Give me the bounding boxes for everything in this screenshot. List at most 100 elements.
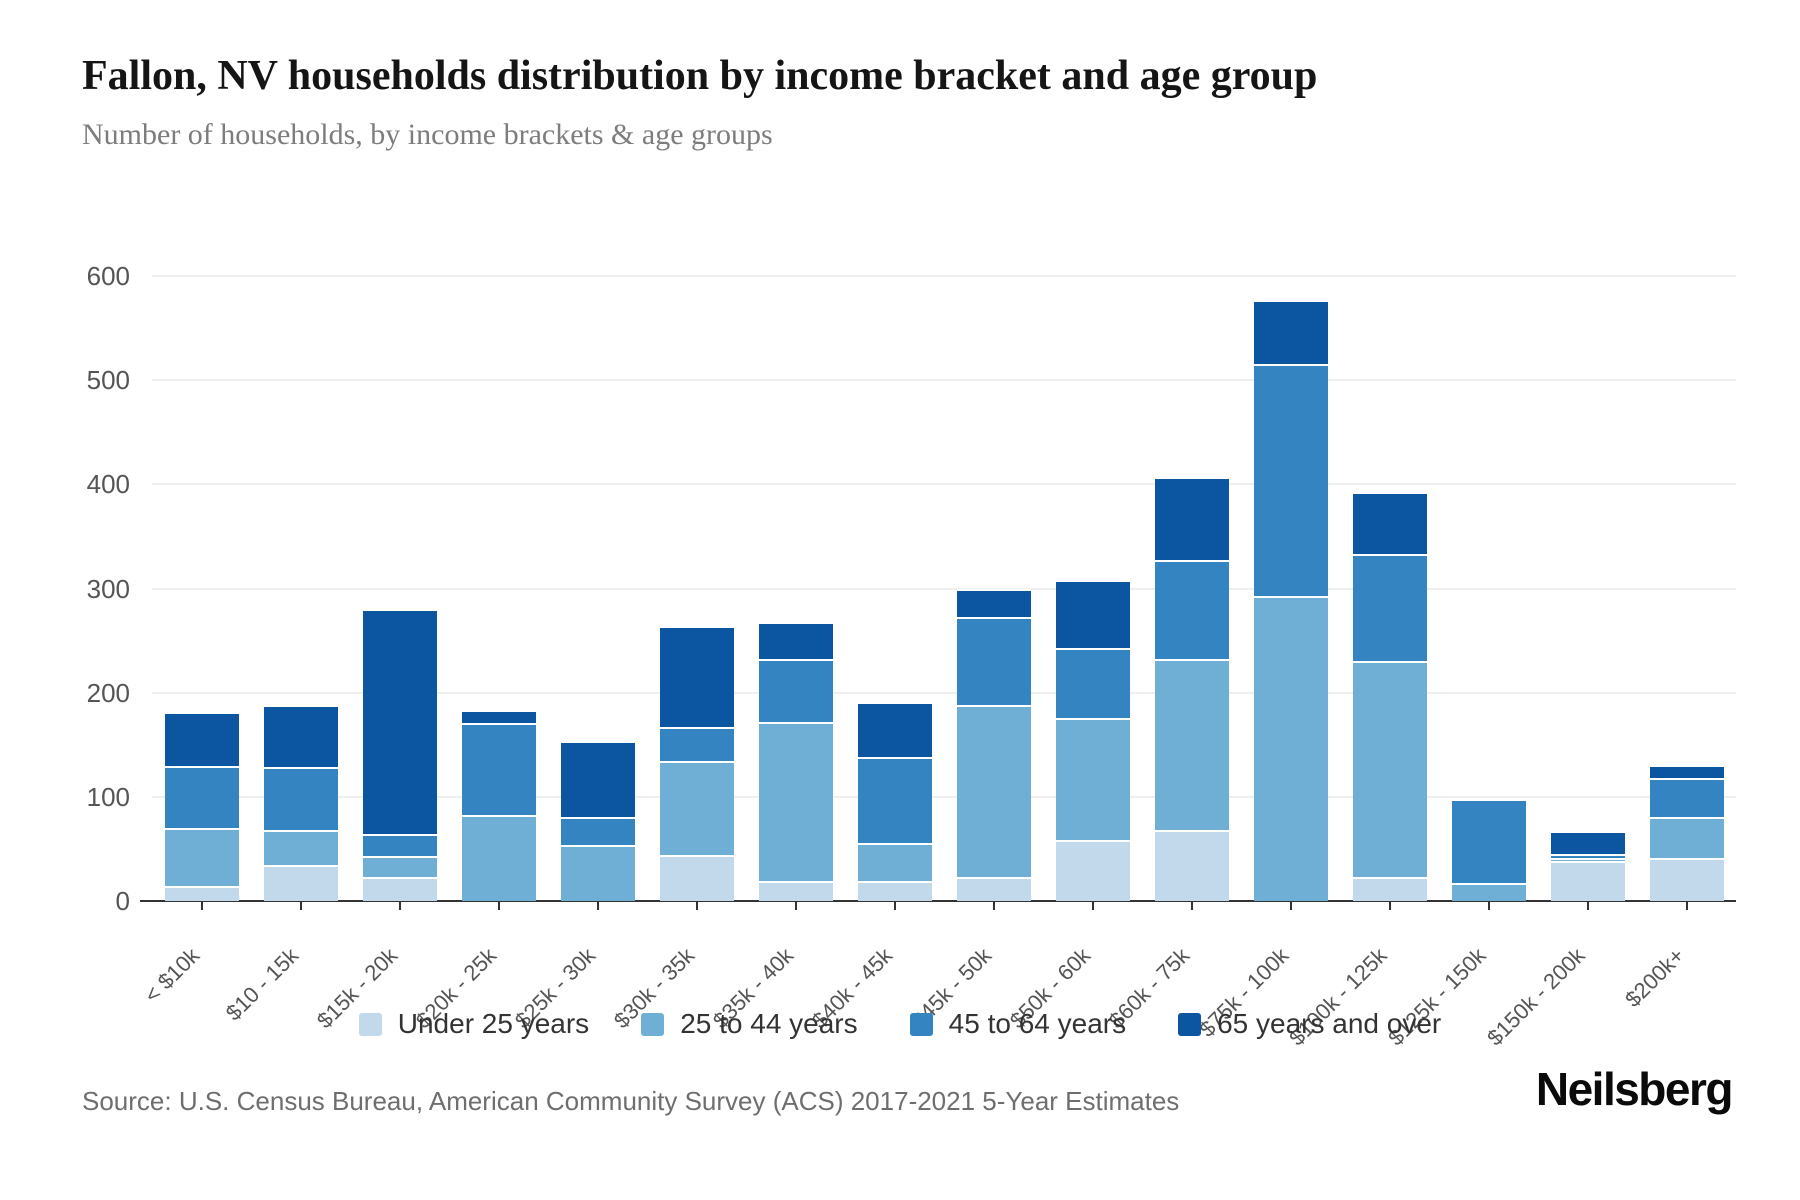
x-tick-mark (398, 902, 401, 910)
segment-25-to-44-years[interactable] (1550, 858, 1625, 862)
segment-25-to-44-years[interactable] (758, 721, 833, 882)
page-subtitle: Number of households, by income brackets… (82, 118, 773, 151)
segment-65-years-and-over[interactable] (461, 710, 536, 723)
segment-25-to-44-years[interactable] (560, 844, 635, 901)
segment-under-25-years[interactable] (362, 877, 437, 901)
brand-logo: Neilsberg (1535, 1063, 1734, 1115)
legend-item-45-to-64-years[interactable]: 45 to 64 years (909, 1008, 1126, 1040)
segment-25-to-44-years[interactable] (1154, 659, 1229, 831)
segment-under-25-years[interactable] (263, 864, 338, 901)
x-axis-label-< $10k: < $10k (139, 942, 204, 1008)
segment-25-to-44-years[interactable] (1451, 883, 1526, 901)
y-tick-label-300: 300 (86, 573, 130, 604)
x-tick-mark (299, 902, 302, 910)
segment-25-to-44-years[interactable] (362, 856, 437, 878)
bar-$35k - 40k[interactable] (758, 276, 833, 901)
segment-45-to-64-years[interactable] (560, 816, 635, 845)
segment-25-to-44-years[interactable] (1352, 661, 1427, 878)
legend-item-under-25-years[interactable]: Under 25 years (358, 1008, 589, 1040)
x-tick-mark (1685, 902, 1688, 910)
segment-45-to-64-years[interactable] (1154, 560, 1229, 660)
segment-under-25-years[interactable] (1352, 877, 1427, 901)
bar-$75k - 100k[interactable] (1253, 276, 1328, 901)
bar-$15k - 20k[interactable] (362, 276, 437, 901)
y-tick-label-500: 500 (86, 365, 130, 396)
bar-$150k - 200k[interactable] (1550, 276, 1625, 901)
segment-under-25-years[interactable] (659, 855, 734, 901)
segment-45-to-64-years[interactable] (956, 616, 1031, 706)
segment-45-to-64-years[interactable] (461, 722, 536, 815)
x-tick-mark (1388, 902, 1391, 910)
bar-$100k - 125k[interactable] (1352, 276, 1427, 901)
segment-45-to-64-years[interactable] (362, 834, 437, 857)
bar-$40k - 45k[interactable] (857, 276, 932, 901)
segment-45-to-64-years[interactable] (1550, 854, 1625, 859)
bar-$10 - 15k[interactable] (263, 276, 338, 901)
x-tick-mark (1586, 902, 1589, 910)
x-tick-mark (1289, 902, 1292, 910)
segment-65-years-and-over[interactable] (1649, 764, 1724, 779)
segment-65-years-and-over[interactable] (362, 609, 437, 835)
segment-under-25-years[interactable] (956, 877, 1031, 901)
segment-under-25-years[interactable] (1649, 858, 1724, 901)
segment-45-to-64-years[interactable] (263, 766, 338, 831)
segment-45-to-64-years[interactable] (164, 765, 239, 829)
gridline-200 (152, 691, 1736, 694)
legend-swatch-icon (909, 1012, 933, 1036)
x-tick-mark (596, 902, 599, 910)
segment-65-years-and-over[interactable] (659, 626, 734, 728)
bar-< $10k[interactable] (164, 276, 239, 901)
segment-45-to-64-years[interactable] (1649, 778, 1724, 817)
segment-25-to-44-years[interactable] (1055, 717, 1130, 840)
segment-25-to-44-years[interactable] (263, 830, 338, 865)
segment-65-years-and-over[interactable] (263, 705, 338, 767)
bar-$25k - 30k[interactable] (560, 276, 635, 901)
segment-under-25-years[interactable] (1055, 839, 1130, 901)
segment-25-to-44-years[interactable] (857, 842, 932, 882)
segment-25-to-44-years[interactable] (659, 761, 734, 856)
legend-item-65-years-and-over[interactable]: 65 years and over (1178, 1008, 1441, 1040)
segment-25-to-44-years[interactable] (1253, 595, 1328, 901)
segment-under-25-years[interactable] (758, 881, 833, 901)
x-tick-mark (1487, 902, 1490, 910)
segment-65-years-and-over[interactable] (1154, 477, 1229, 561)
segment-65-years-and-over[interactable] (1055, 580, 1130, 648)
bar-$45k - 50k[interactable] (956, 276, 1031, 901)
legend-swatch-icon (641, 1012, 665, 1036)
segment-under-25-years[interactable] (1550, 861, 1625, 901)
segment-under-25-years[interactable] (857, 881, 932, 901)
segment-45-to-64-years[interactable] (1451, 798, 1526, 884)
bar-$125k - 150k[interactable] (1451, 276, 1526, 901)
segment-45-to-64-years[interactable] (1352, 554, 1427, 662)
segment-45-to-64-years[interactable] (1055, 647, 1130, 718)
bar-$50k - 60k[interactable] (1055, 276, 1130, 901)
segment-25-to-44-years[interactable] (956, 705, 1031, 878)
segment-65-years-and-over[interactable] (857, 702, 932, 758)
segment-under-25-years[interactable] (1154, 830, 1229, 901)
segment-45-to-64-years[interactable] (659, 727, 734, 762)
legend-swatch-icon (1178, 1012, 1202, 1036)
segment-65-years-and-over[interactable] (1352, 491, 1427, 555)
gridline-600 (152, 275, 1736, 277)
segment-65-years-and-over[interactable] (758, 621, 833, 660)
segment-45-to-64-years[interactable] (1253, 363, 1328, 596)
segment-65-years-and-over[interactable] (956, 588, 1031, 617)
bar-$30k - 35k[interactable] (659, 276, 734, 901)
x-tick-mark (1091, 902, 1094, 910)
bar-$20k - 25k[interactable] (461, 276, 536, 901)
segment-under-25-years[interactable] (164, 886, 239, 901)
segment-25-to-44-years[interactable] (164, 828, 239, 887)
segment-65-years-and-over[interactable] (164, 712, 239, 766)
segment-65-years-and-over[interactable] (560, 740, 635, 817)
legend-item-25-to-44-years[interactable]: 25 to 44 years (641, 1008, 858, 1040)
segment-45-to-64-years[interactable] (758, 659, 833, 722)
x-tick-mark (893, 902, 896, 910)
segment-65-years-and-over[interactable] (1253, 299, 1328, 364)
segment-25-to-44-years[interactable] (1649, 816, 1724, 859)
segment-25-to-44-years[interactable] (461, 814, 536, 901)
segment-45-to-64-years[interactable] (857, 757, 932, 843)
bar-$200k+[interactable] (1649, 276, 1724, 901)
segment-65-years-and-over[interactable] (1550, 831, 1625, 855)
bar-$60k - 75k[interactable] (1154, 276, 1229, 901)
